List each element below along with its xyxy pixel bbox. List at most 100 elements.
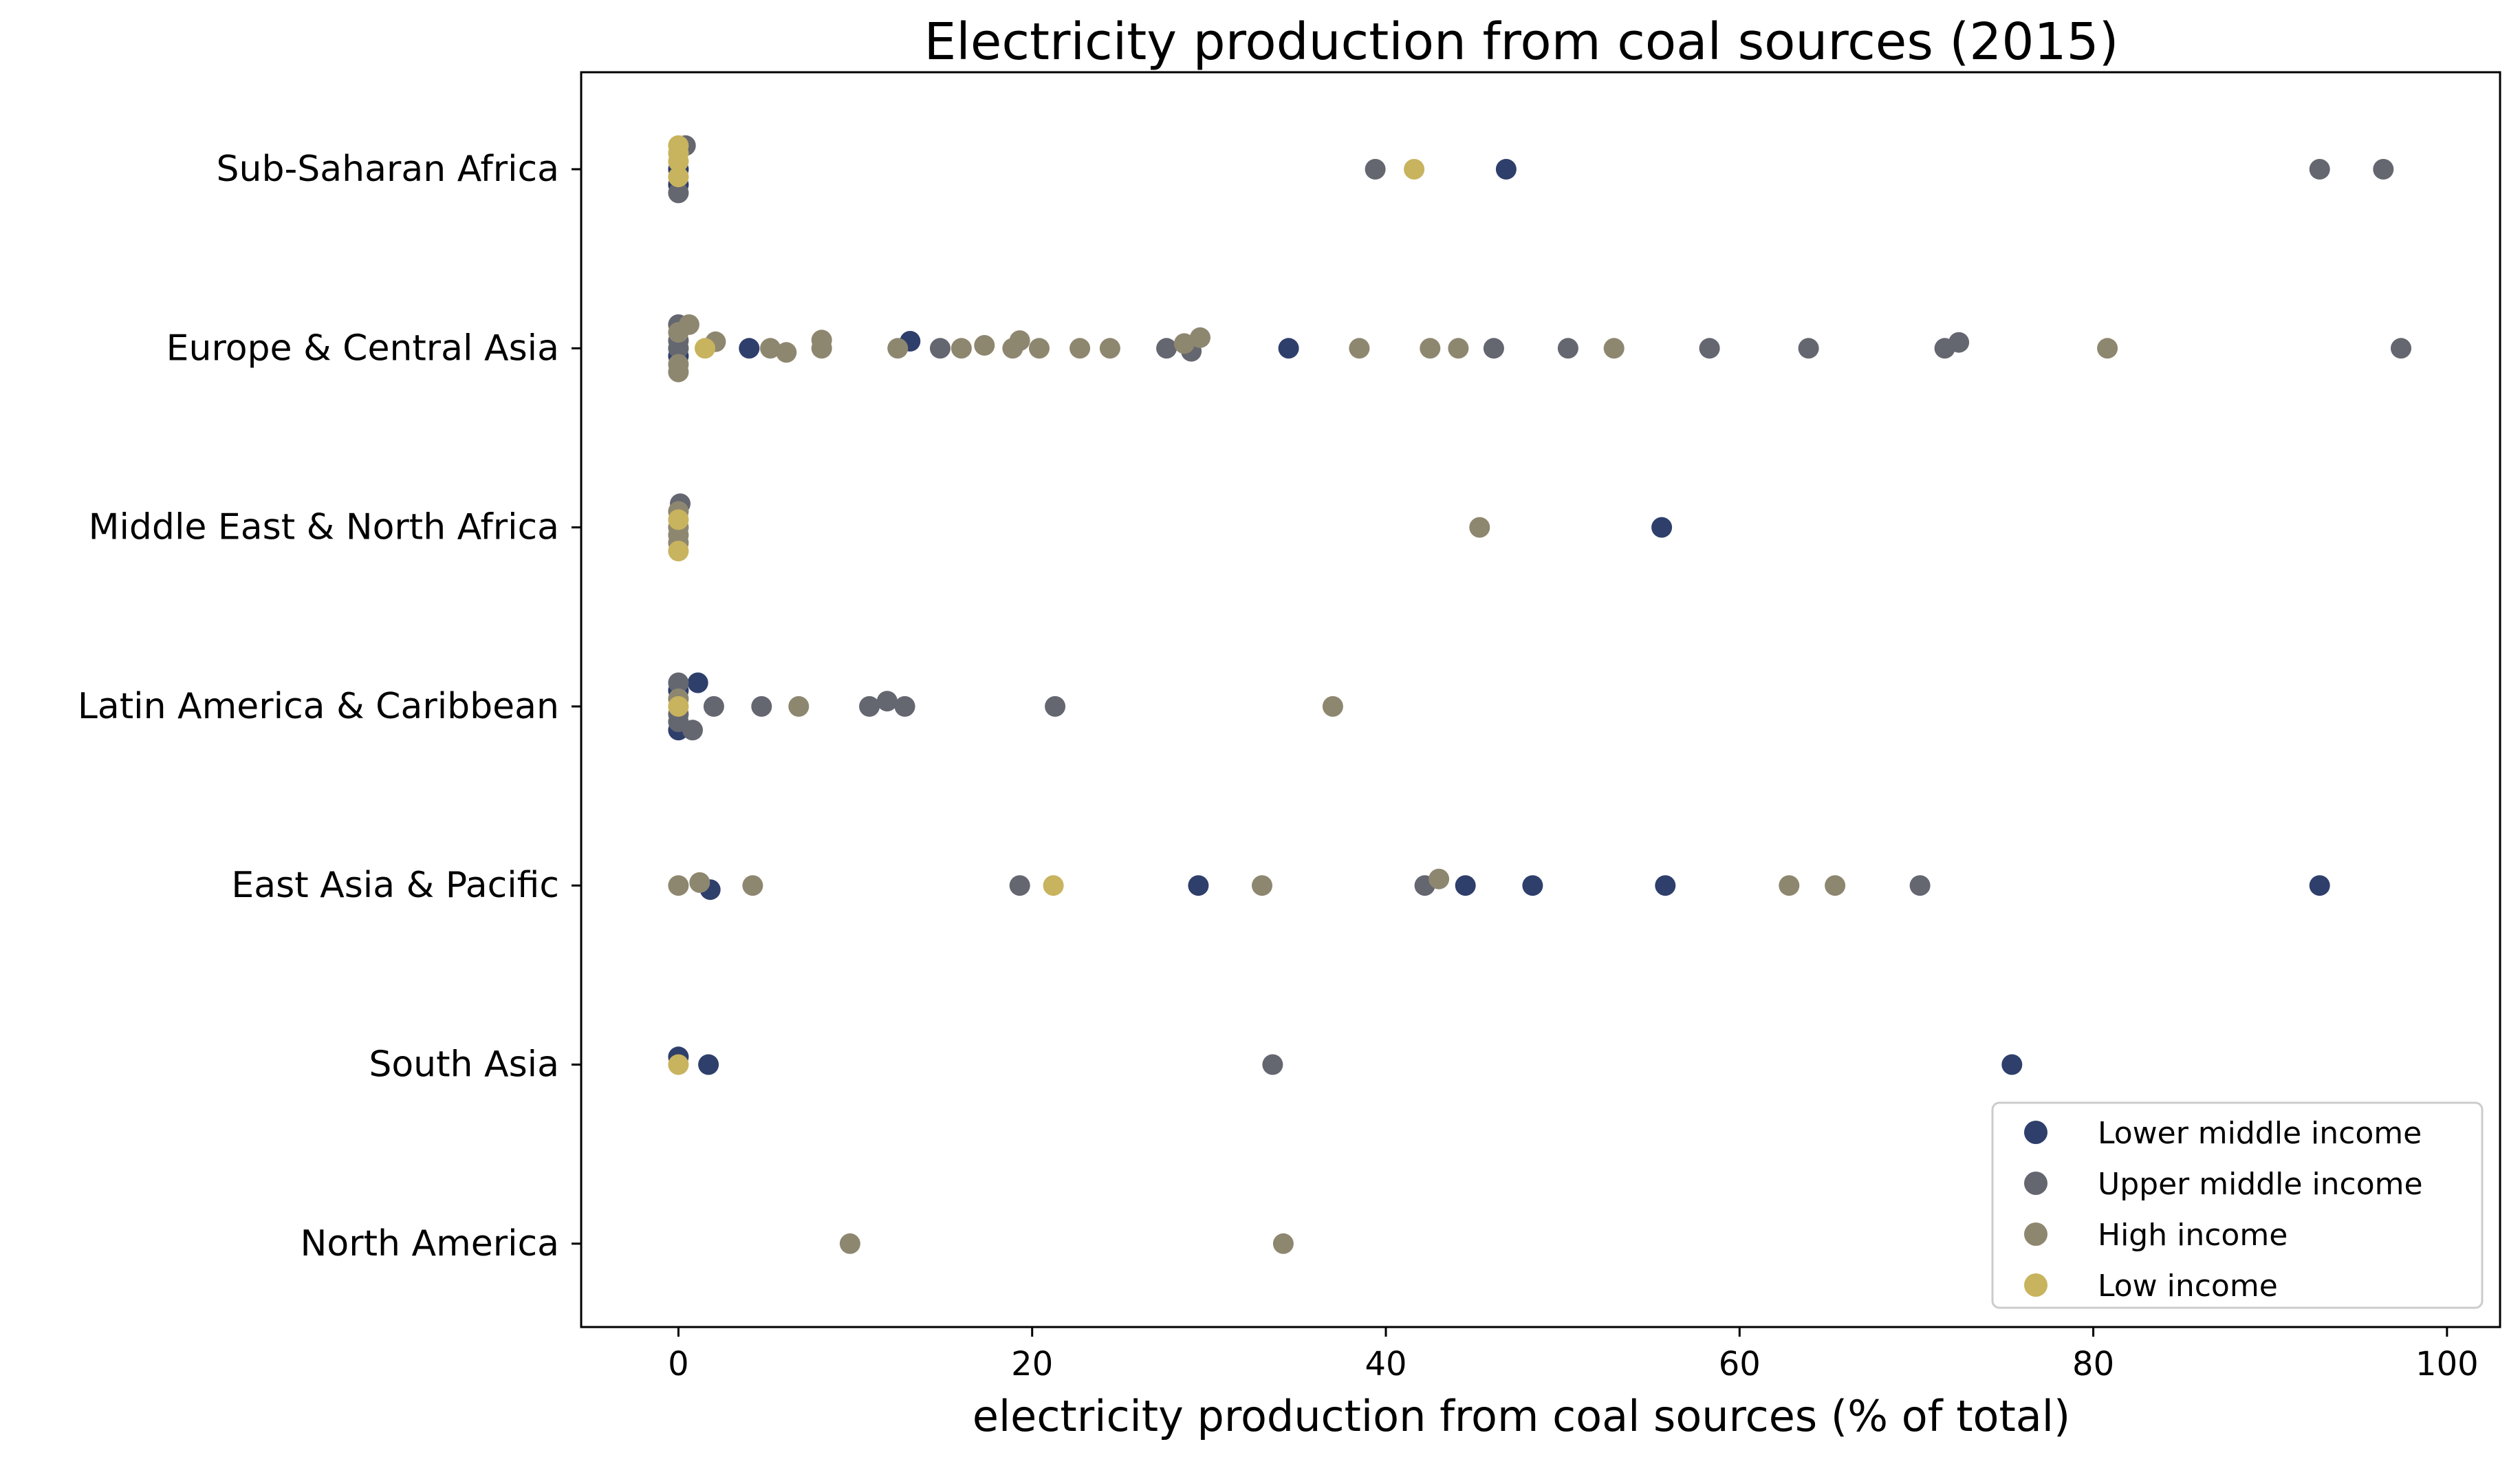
point-high-income	[1190, 327, 1210, 348]
point-upper-middle-income	[894, 696, 915, 717]
point-high-income	[689, 872, 710, 893]
point-low-income	[695, 338, 715, 359]
point-low-income	[668, 1054, 689, 1075]
point-high-income	[1448, 338, 1469, 359]
point-upper-middle-income	[1045, 696, 1066, 717]
x-tick-label: 100	[2415, 1345, 2479, 1383]
y-tick-label-south-asia: South Asia	[369, 1044, 559, 1086]
point-high-income	[760, 338, 781, 359]
point-low-income	[668, 696, 689, 717]
y-tick-label-north-america: North America	[301, 1223, 559, 1264]
point-upper-middle-income	[668, 182, 689, 204]
y-tick-label-sub-saharan-africa: Sub-Saharan Africa	[217, 149, 559, 190]
point-high-income	[1009, 330, 1030, 352]
point-high-income	[951, 338, 972, 359]
point-lower-middle-income	[698, 1054, 719, 1075]
x-axis-label: electricity production from coal sources…	[973, 1391, 2070, 1441]
point-low-income	[1404, 159, 1425, 180]
point-upper-middle-income	[668, 672, 689, 693]
point-high-income	[1825, 875, 1846, 896]
point-low-income	[668, 151, 689, 172]
x-tick-label: 60	[1719, 1345, 1761, 1383]
point-high-income	[668, 361, 689, 382]
point-high-income	[2097, 338, 2118, 359]
chart-title: Electricity production from coal sources…	[924, 12, 2119, 72]
point-upper-middle-income	[751, 696, 772, 717]
point-lower-middle-income	[739, 338, 760, 359]
point-lower-middle-income	[2001, 1054, 2023, 1075]
point-high-income	[1322, 696, 1343, 717]
point-low-income	[668, 509, 689, 530]
point-low-income	[1043, 875, 1064, 896]
point-lower-middle-income	[1455, 875, 1476, 896]
point-lower-middle-income	[1651, 517, 1673, 538]
y-tick-label-middle-east-and-north-africa: Middle East & North Africa	[89, 507, 559, 548]
point-high-income	[788, 696, 810, 717]
point-upper-middle-income	[1365, 159, 1386, 180]
point-high-income	[839, 1233, 860, 1254]
point-high-income	[1469, 517, 1490, 538]
point-high-income	[1029, 338, 1050, 359]
point-high-income	[811, 338, 832, 359]
point-high-income	[776, 342, 797, 363]
point-lower-middle-income	[1278, 338, 1299, 359]
point-lower-middle-income	[1495, 159, 1517, 180]
point-high-income	[1779, 875, 1800, 896]
point-upper-middle-income	[876, 691, 898, 712]
axes-layer: 0 20 40 60 80 100 Sub-Saharan Africa Europe & C…	[78, 149, 2479, 1383]
point-upper-middle-income	[1009, 875, 1030, 896]
point-high-income	[1252, 875, 1272, 896]
point-lower-middle-income	[1655, 875, 1676, 896]
point-lower-middle-income	[687, 672, 708, 693]
point-high-income	[1069, 338, 1091, 359]
point-high-income	[668, 322, 689, 343]
legend-label-low-income: Low income	[2098, 1269, 2278, 1304]
plot-frame	[580, 71, 2501, 1328]
legend: Lower middle income Upper middle income Hi…	[1991, 1101, 2484, 1309]
point-high-income	[887, 338, 909, 359]
legend-label-high-income: High income	[2098, 1218, 2288, 1253]
point-high-income	[1099, 338, 1120, 359]
point-upper-middle-income	[703, 696, 724, 717]
point-high-income	[974, 335, 995, 356]
point-high-income	[1272, 1233, 1294, 1254]
point-upper-middle-income	[1156, 338, 1177, 359]
point-high-income	[1349, 338, 1370, 359]
point-upper-middle-income	[1483, 338, 1504, 359]
point-high-income	[668, 875, 689, 896]
point-upper-middle-income	[1557, 338, 1578, 359]
point-upper-middle-income	[2373, 159, 2394, 180]
point-high-income	[1603, 338, 1625, 359]
point-lower-middle-income	[1188, 875, 1209, 896]
legend-box	[1991, 1101, 2484, 1309]
point-high-income	[1429, 868, 1450, 890]
legend-marker-upper-middle-income	[2024, 1172, 2048, 1195]
point-high-income	[1420, 338, 1441, 359]
x-tick-label: 20	[1011, 1345, 1053, 1383]
series-low-income	[668, 135, 1425, 1075]
point-upper-middle-income	[859, 696, 880, 717]
point-lower-middle-income	[1522, 875, 1543, 896]
point-upper-middle-income	[2391, 338, 2411, 359]
point-upper-middle-income	[1798, 338, 1819, 359]
point-upper-middle-income	[2309, 159, 2330, 180]
point-upper-middle-income	[1262, 1054, 1283, 1075]
point-upper-middle-income	[1909, 875, 1931, 896]
y-tick-label-latin-america-and-caribbean: Latin America & Caribbean	[78, 686, 559, 727]
x-tick-label: 40	[1365, 1345, 1406, 1383]
x-tick-label: 80	[2072, 1345, 2114, 1383]
point-upper-middle-income	[682, 720, 703, 741]
point-upper-middle-income	[1948, 332, 1970, 353]
point-high-income	[1173, 333, 1195, 354]
x-tick-label: 0	[668, 1345, 689, 1383]
point-upper-middle-income	[668, 338, 689, 359]
point-upper-middle-income	[1699, 338, 1720, 359]
point-upper-middle-income	[930, 338, 951, 359]
legend-label-upper-middle-income: Upper middle income	[2098, 1167, 2423, 1202]
legend-label-lower-middle-income: Lower middle income	[2098, 1116, 2422, 1151]
point-low-income	[668, 166, 689, 188]
point-low-income	[668, 541, 689, 561]
y-tick-label-europe-and-central-asia: Europe & Central Asia	[166, 327, 559, 369]
